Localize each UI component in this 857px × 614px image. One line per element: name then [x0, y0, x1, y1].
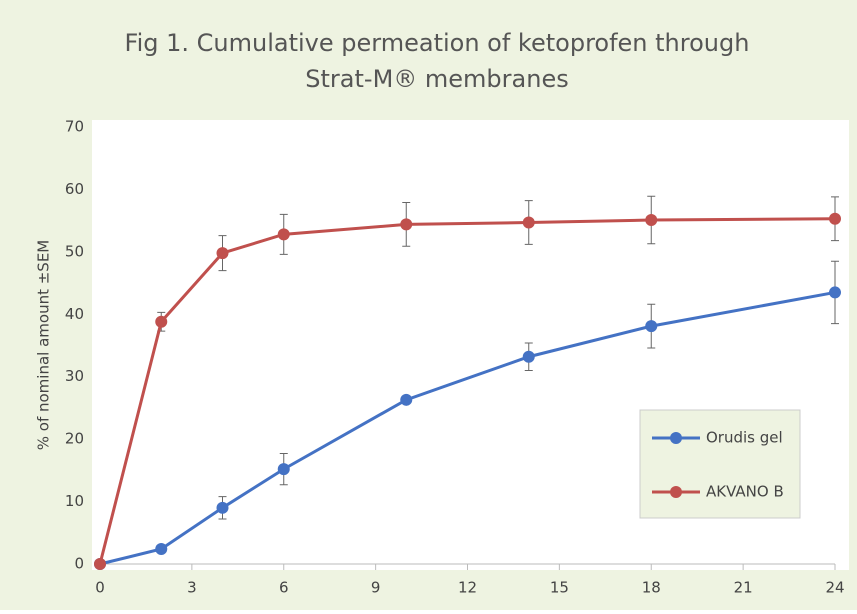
marker — [155, 315, 168, 328]
x-tick-label: 15 — [550, 579, 569, 597]
marker — [216, 501, 229, 514]
legend-label: Orudis gel — [706, 429, 783, 447]
x-tick-label: 12 — [458, 579, 477, 597]
legend — [639, 409, 801, 519]
marker — [400, 218, 413, 231]
legend-marker — [670, 432, 682, 444]
y-tick-label: 50 — [65, 242, 84, 260]
marker — [645, 214, 658, 227]
marker — [216, 247, 229, 260]
y-tick-label: 40 — [65, 305, 84, 323]
marker — [277, 228, 290, 241]
series-line — [99, 290, 836, 566]
marker — [829, 212, 841, 225]
marker — [94, 558, 106, 570]
x-tick-label: 9 — [371, 579, 381, 597]
chart-title: Strat-M® membranes — [305, 65, 568, 93]
legend-label: AKVANO B — [706, 483, 784, 501]
marker — [645, 320, 658, 333]
y-tick-label: 60 — [65, 180, 84, 198]
y-axis-label: % of nominal amount ±SEM — [35, 240, 53, 451]
x-tick-label: 18 — [642, 579, 661, 597]
y-tick-label: 0 — [74, 555, 84, 573]
y-tick-label: 20 — [65, 430, 84, 448]
marker — [522, 216, 535, 229]
y-tick-label: 70 — [65, 118, 84, 136]
series-line — [98, 217, 836, 565]
x-tick-label: 24 — [825, 579, 844, 597]
legend-marker — [670, 486, 682, 498]
x-tick-label: 6 — [279, 579, 289, 597]
marker — [277, 463, 290, 476]
chart-title: Fig 1. Cumulative permeation of ketoprof… — [125, 29, 750, 57]
marker — [829, 286, 841, 299]
x-tick-label: 3 — [187, 579, 197, 597]
x-tick-label: 0 — [95, 579, 105, 597]
y-tick-label: 30 — [65, 367, 84, 385]
y-tick-label: 10 — [65, 492, 84, 510]
marker — [155, 543, 168, 556]
marker — [522, 350, 535, 363]
x-tick-label: 21 — [734, 579, 753, 597]
marker — [400, 393, 413, 406]
